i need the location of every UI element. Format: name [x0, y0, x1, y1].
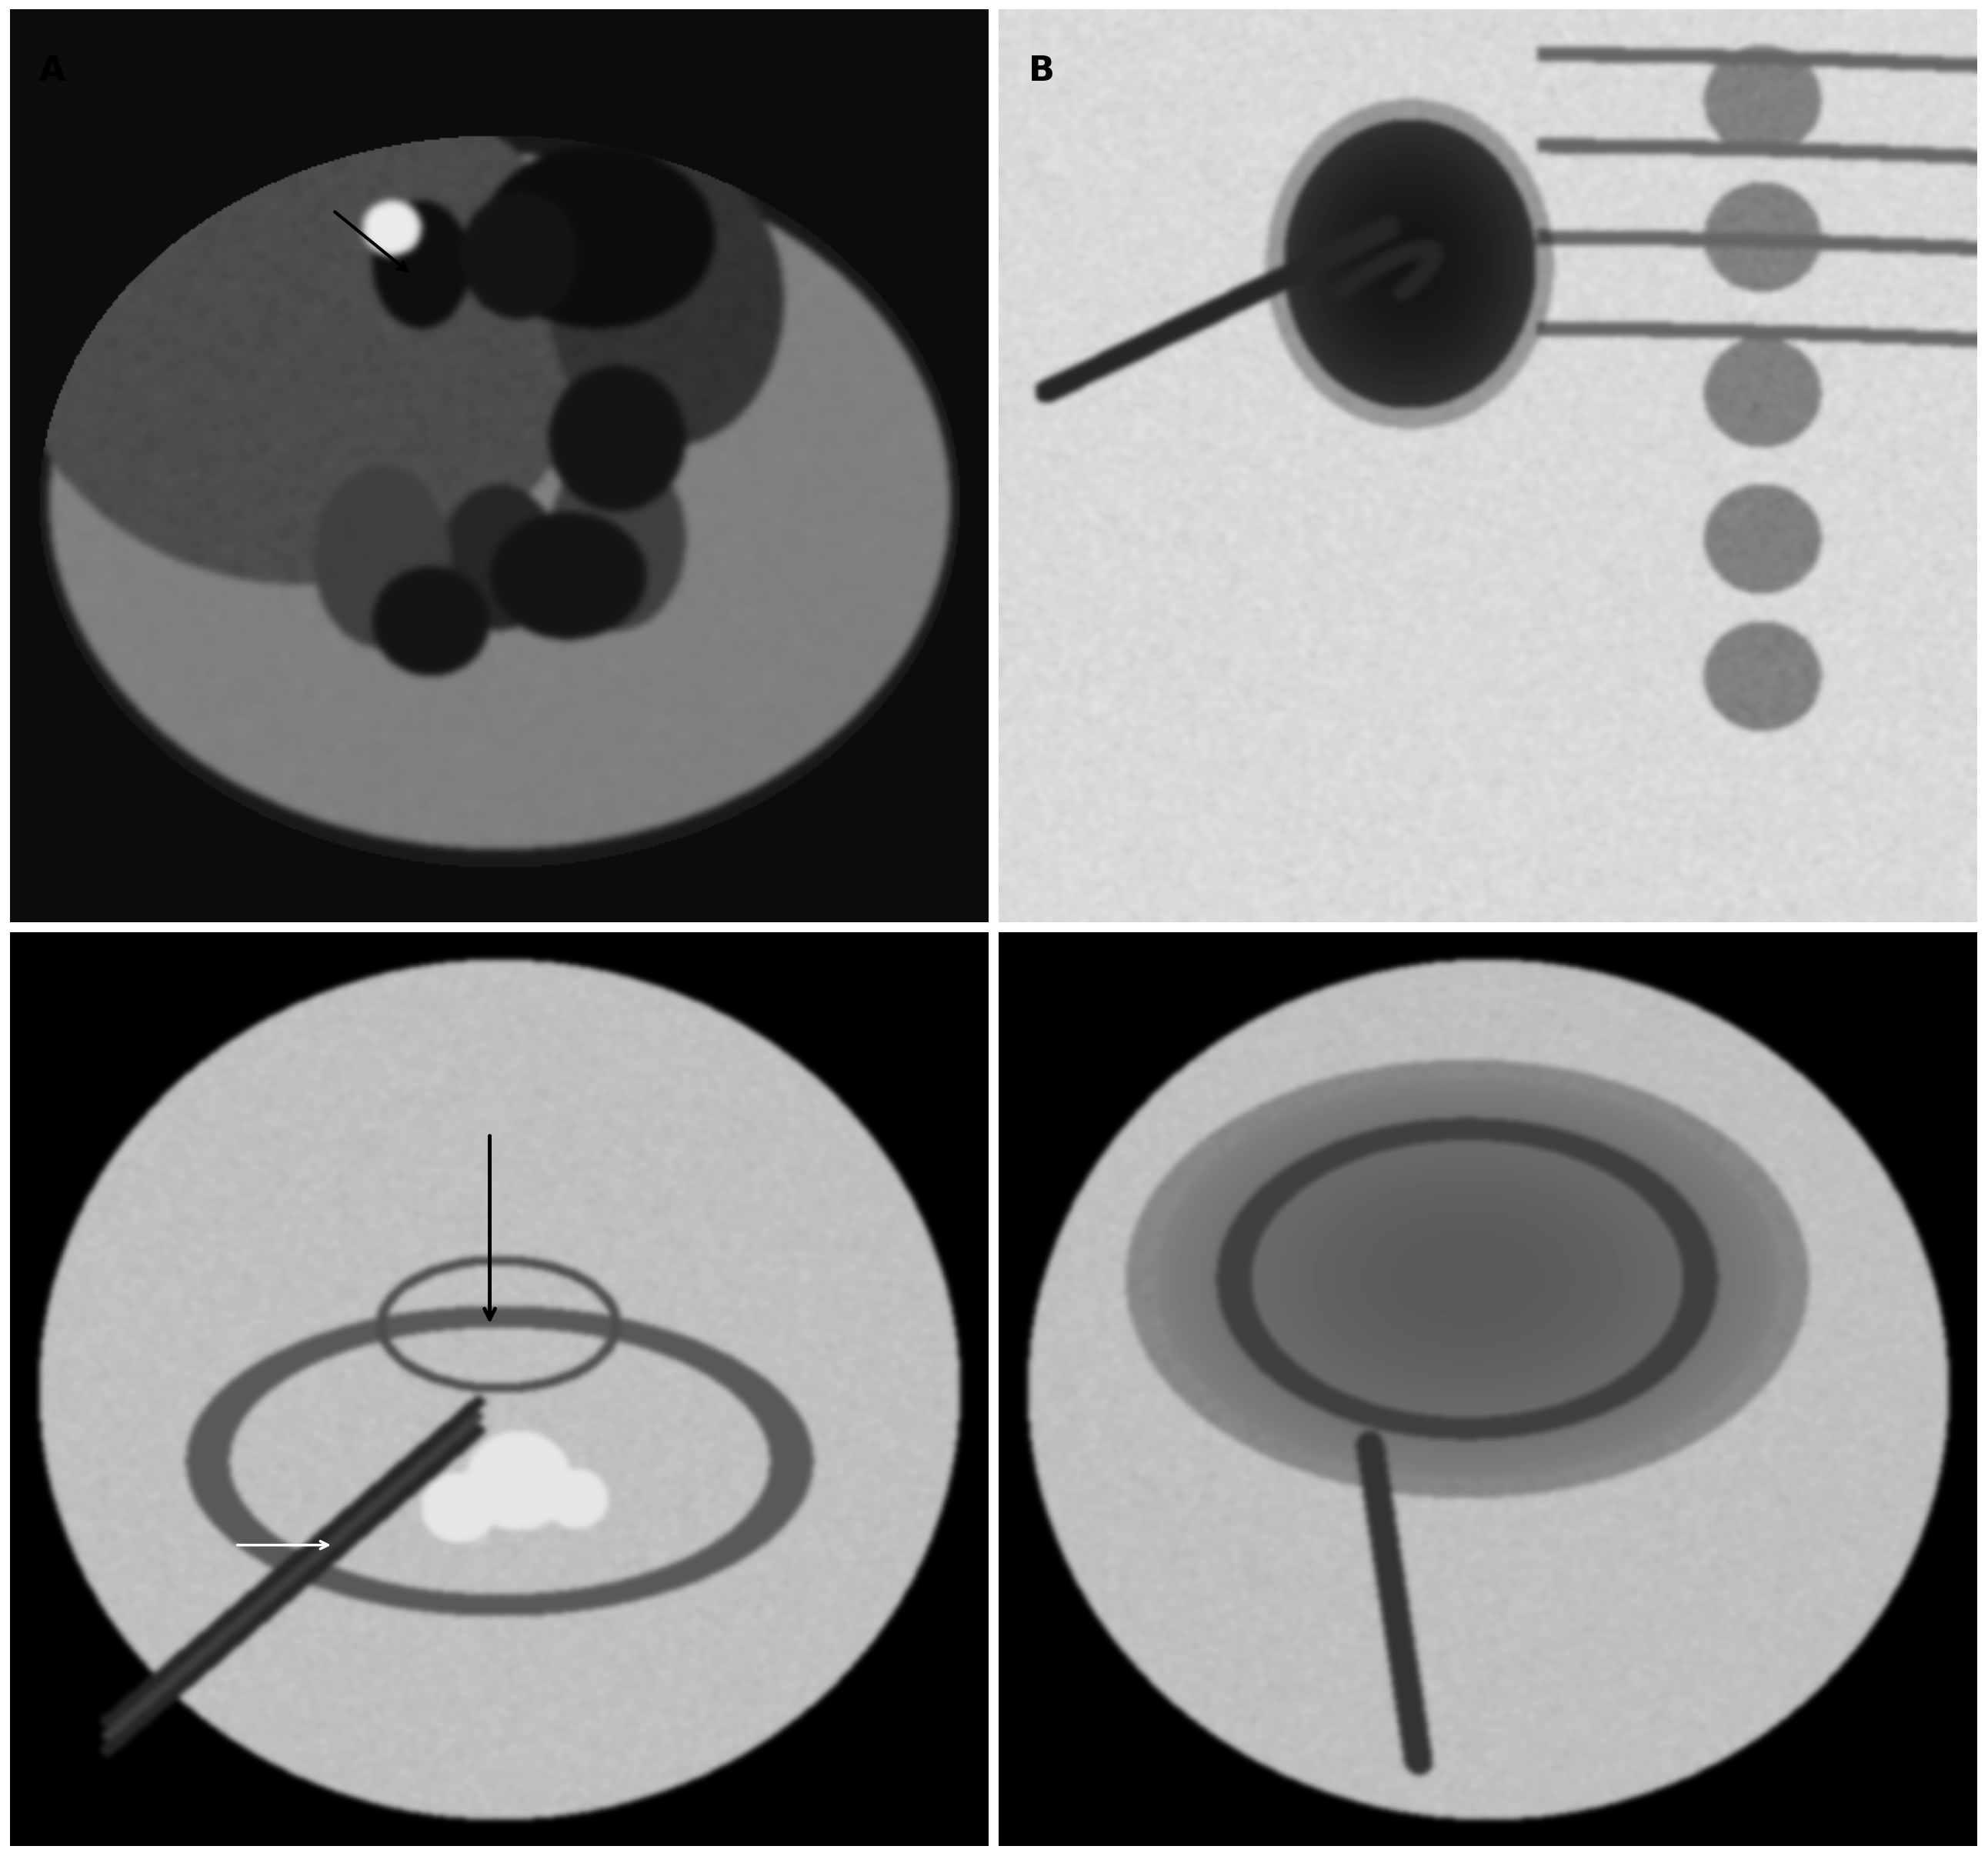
Text: C: C [40, 978, 64, 1012]
Text: D: D [1920, 978, 1948, 1012]
Text: B: B [1028, 56, 1054, 87]
Text: A: A [40, 56, 66, 87]
